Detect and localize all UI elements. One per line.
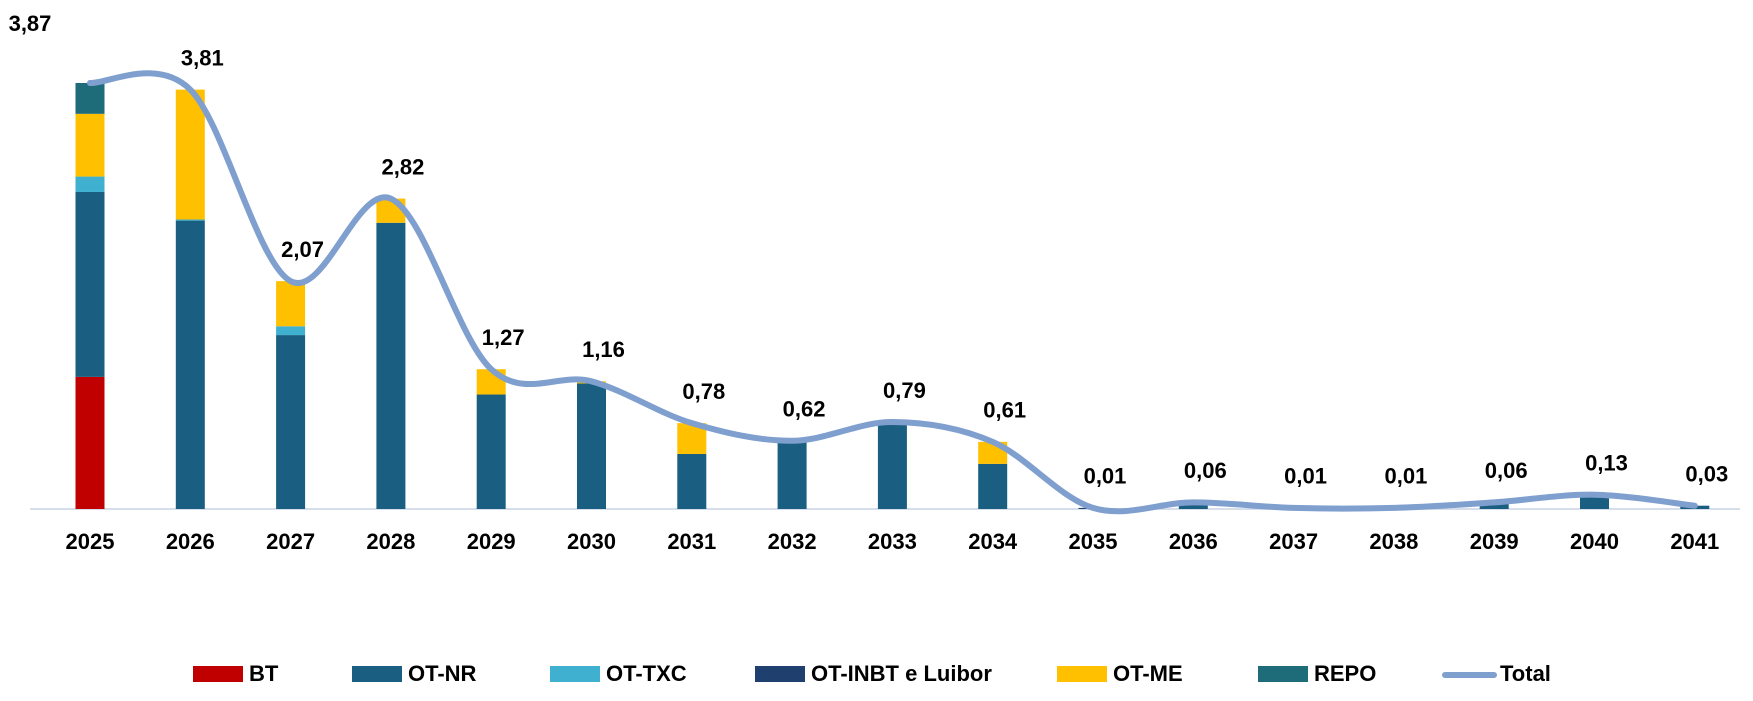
data-label: 2,82	[381, 154, 424, 179]
total-line	[87, 70, 1698, 515]
x-tick-label: 2032	[768, 529, 817, 554]
bar-segment	[376, 222, 406, 509]
bar-segment	[1178, 502, 1208, 509]
bar-segment	[75, 83, 105, 114]
legend-swatch	[352, 666, 402, 682]
legend-swatch	[550, 666, 600, 682]
bar-segment	[577, 383, 606, 509]
bar-segment	[1580, 494, 1609, 509]
legend-swatch	[193, 666, 243, 682]
bar-segment	[1479, 502, 1509, 509]
x-tick-label: 2033	[868, 529, 917, 554]
legend-label: OT-ME	[1113, 661, 1183, 686]
bar-segment	[777, 440, 807, 509]
legend-swatch	[1057, 666, 1107, 682]
data-label: 3,87	[9, 11, 52, 36]
bar-segment	[75, 113, 105, 177]
data-label: 1,16	[582, 337, 625, 362]
x-tick-label: 2029	[467, 529, 516, 554]
x-tick-label: 2027	[266, 529, 315, 554]
x-tick-label: 2026	[166, 529, 215, 554]
data-label: 0,62	[783, 397, 826, 422]
data-label: 0,01	[1384, 464, 1427, 489]
legend-label: REPO	[1314, 661, 1376, 686]
data-label: 2,07	[281, 237, 324, 262]
x-tick-label: 2039	[1470, 529, 1519, 554]
bar-segment	[75, 191, 105, 377]
x-tick-label: 2031	[667, 529, 716, 554]
legend-label: OT-NR	[408, 661, 477, 686]
data-label: 0,06	[1184, 458, 1227, 483]
bar-segment	[175, 220, 205, 509]
bar-segment	[276, 281, 306, 327]
x-tick-label: 2037	[1269, 529, 1318, 554]
x-tick-label: 2036	[1169, 529, 1218, 554]
bar-segment	[877, 422, 907, 509]
legend-label: OT-TXC	[606, 661, 687, 686]
bar-segment	[978, 463, 1008, 509]
bar-segment	[276, 326, 306, 336]
bar-segment	[276, 335, 306, 509]
bar-segment	[677, 453, 707, 509]
bar-segment	[476, 394, 506, 509]
x-tick-label: 2038	[1369, 529, 1418, 554]
data-label: 0,01	[1284, 464, 1327, 489]
data-label: 1,27	[482, 325, 525, 350]
x-tick-label: 2041	[1670, 529, 1719, 554]
data-label: 0,61	[983, 398, 1026, 423]
x-tick-label: 2030	[567, 529, 616, 554]
legend-swatch	[755, 666, 805, 682]
bar-segment	[75, 376, 105, 509]
x-tick-label: 2035	[1069, 529, 1118, 554]
data-label: 3,81	[181, 45, 224, 70]
bar-segment	[175, 89, 205, 220]
x-tick-label: 2028	[366, 529, 415, 554]
x-tick-label: 2025	[66, 529, 115, 554]
legend-swatch	[1258, 666, 1308, 682]
data-label: 0,78	[682, 379, 725, 404]
bar-segment	[75, 176, 105, 192]
x-tick-label: 2040	[1570, 529, 1619, 554]
data-label: 0,01	[1084, 464, 1127, 489]
legend-label: OT-INBT e Luibor	[811, 661, 992, 686]
data-label: 0,13	[1585, 451, 1628, 476]
data-label: 0,79	[883, 378, 926, 403]
data-label: 0,03	[1685, 462, 1728, 487]
bar-segment	[175, 219, 205, 221]
x-tick-label: 2034	[968, 529, 1018, 554]
legend-label: BT	[249, 661, 279, 686]
legend-label: Total	[1500, 661, 1551, 686]
data-label: 0,06	[1485, 458, 1528, 483]
